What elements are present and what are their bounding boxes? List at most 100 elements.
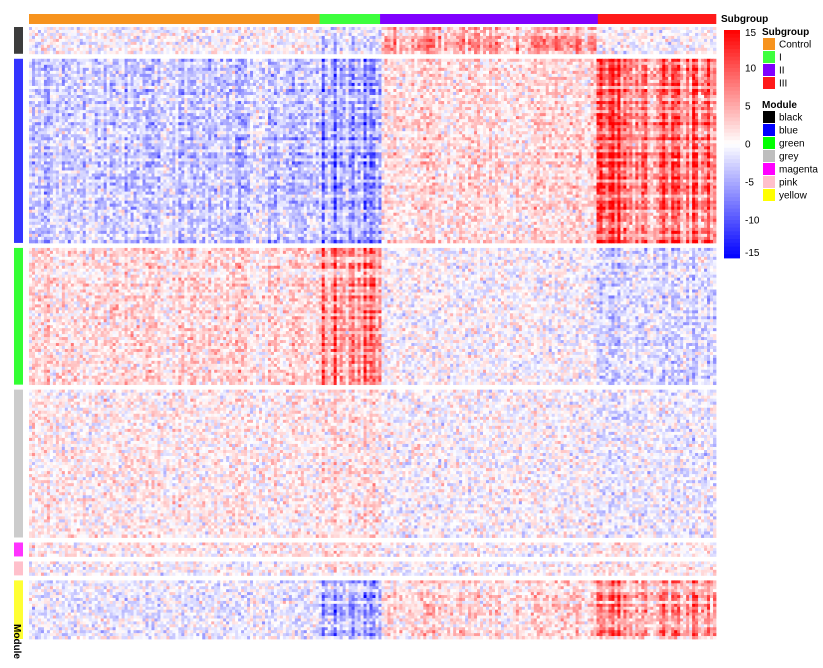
heatmap-cell (686, 82, 690, 87)
heatmap-cell (366, 41, 370, 46)
heatmap-cell (635, 70, 639, 75)
heatmap-cell (569, 88, 574, 93)
heatmap-cell (76, 64, 81, 69)
heatmap-cell (148, 41, 152, 46)
heatmap-cell (193, 64, 197, 69)
heatmap-cell (503, 27, 508, 31)
heatmap-cell (644, 82, 648, 87)
heatmap-cell (217, 50, 221, 55)
heatmap-cell (133, 79, 137, 84)
heatmap-cell (635, 50, 639, 55)
heatmap-cell (447, 70, 451, 75)
heatmap-cell (73, 64, 78, 69)
heatmap-cell (124, 29, 128, 34)
heatmap-cell (76, 82, 81, 87)
heatmap-cell (166, 67, 170, 72)
heatmap-cell (151, 44, 155, 49)
heatmap-cell (653, 50, 657, 55)
heatmap-cell (193, 29, 197, 34)
heatmap-cell (530, 70, 535, 75)
heatmap-cell (61, 73, 66, 78)
heatmap-cell (683, 64, 687, 69)
heatmap-cell (500, 64, 505, 69)
heatmap-cell (683, 88, 687, 93)
heatmap-cell (130, 35, 134, 40)
heatmap-cell (109, 61, 114, 66)
heatmap-cell (139, 70, 143, 75)
heatmap-cell (429, 85, 433, 90)
heatmap-cell (157, 27, 161, 31)
heatmap-cell (324, 47, 329, 52)
heatmap-cell (399, 47, 403, 52)
heatmap-cell (521, 41, 526, 46)
heatmap-cell (635, 91, 639, 96)
heatmap-cell (261, 27, 266, 31)
heatmap-cell (674, 91, 678, 96)
heatmap-cell (166, 79, 170, 84)
heatmap-cell (163, 38, 167, 43)
heatmap-cell (244, 58, 248, 63)
heatmap-cell (602, 64, 606, 69)
heatmap-cell (37, 27, 42, 31)
heatmap-cell (426, 67, 430, 72)
heatmap-cell (166, 58, 170, 63)
heatmap-cell (324, 67, 329, 72)
heatmap-cell (357, 50, 361, 55)
heatmap-cell (115, 44, 120, 49)
heatmap-cell (548, 61, 553, 66)
heatmap-cell (641, 29, 645, 34)
heatmap-cell (187, 50, 191, 55)
heatmap-cell (315, 32, 320, 37)
heatmap-cell (459, 35, 463, 40)
heatmap-cell (109, 32, 114, 37)
heatmap-cell (282, 47, 287, 52)
heatmap-cell (94, 70, 99, 75)
heatmap-cell (229, 47, 233, 52)
heatmap-cell (405, 70, 409, 75)
heatmap-cell (303, 35, 308, 40)
heatmap-cell (605, 91, 609, 96)
heatmap-cell (196, 35, 200, 40)
heatmap-cell (34, 70, 39, 75)
heatmap-cell (190, 70, 194, 75)
heatmap-cell (584, 44, 588, 49)
heatmap-cell (629, 35, 633, 40)
heatmap-cell (423, 79, 427, 84)
heatmap-cell (282, 38, 287, 43)
heatmap-cell (527, 35, 532, 40)
heatmap-cell (563, 70, 568, 75)
heatmap-cell (575, 44, 579, 49)
heatmap-cell (396, 47, 400, 52)
heatmap-cell (665, 76, 669, 81)
heatmap-cell (402, 91, 406, 96)
heatmap-cell (279, 76, 284, 81)
heatmap-cell (447, 79, 451, 84)
heatmap-cell (533, 41, 538, 46)
heatmap-cell (157, 50, 161, 55)
heatmap-cell (360, 38, 364, 43)
heatmap-cell (417, 67, 421, 72)
heatmap-cell (647, 64, 651, 69)
heatmap-cell (668, 58, 672, 63)
heatmap-cell (500, 58, 505, 63)
heatmap-cell (312, 29, 317, 34)
heatmap-cell (297, 35, 302, 40)
heatmap-cell (483, 88, 487, 93)
heatmap-cell (214, 67, 218, 72)
heatmap-cell (629, 44, 633, 49)
heatmap-cell (665, 82, 669, 87)
heatmap-cell (267, 88, 272, 93)
heatmap-cell (223, 41, 227, 46)
heatmap-cell (181, 58, 185, 63)
heatmap-cell (184, 38, 188, 43)
heatmap-cell (133, 82, 137, 87)
heatmap-cell (270, 32, 275, 37)
heatmap-cell (692, 58, 696, 63)
heatmap-cell (232, 29, 236, 34)
heatmap-cell (34, 29, 39, 34)
heatmap-cell (393, 47, 397, 52)
heatmap-cell (701, 35, 705, 40)
heatmap-cell (710, 85, 714, 90)
heatmap-cell (515, 41, 520, 46)
heatmap-cell (432, 67, 436, 72)
